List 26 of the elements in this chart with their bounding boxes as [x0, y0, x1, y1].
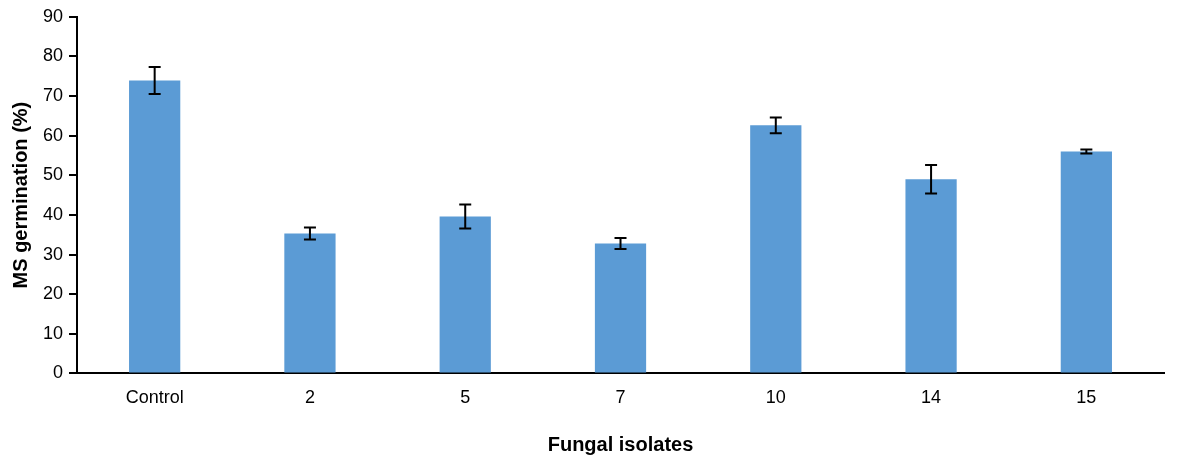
y-tick-label: 60	[42, 124, 64, 145]
y-tick-label: 20	[42, 283, 64, 304]
bar	[594, 243, 647, 373]
y-tick-label: 30	[42, 243, 64, 264]
y-tick-label: 50	[42, 164, 64, 185]
x-tick-label: 5	[460, 387, 471, 408]
y-tick-label: 80	[42, 45, 64, 66]
bar	[905, 179, 957, 373]
bar	[1060, 151, 1112, 373]
y-axis-title: MS germination (%)	[8, 101, 31, 289]
y-tick-label: 90	[42, 5, 64, 26]
y-tick-label: 0	[53, 362, 64, 383]
bar	[284, 233, 336, 373]
y-tick-label: 70	[42, 85, 64, 106]
y-tick-label: 10	[42, 322, 64, 343]
x-tick-label: 7	[615, 387, 626, 408]
x-tick-label: Control	[125, 387, 184, 408]
x-tick-label: 10	[765, 387, 786, 408]
x-tick-label: 2	[304, 387, 315, 408]
bar	[750, 125, 802, 373]
x-tick-label: 15	[1076, 387, 1097, 408]
x-axis-title: Fungal isolates	[547, 432, 694, 455]
y-tick-label: 40	[42, 203, 64, 224]
bar	[129, 80, 181, 373]
x-tick-label: 14	[921, 387, 942, 408]
bar	[439, 216, 491, 373]
